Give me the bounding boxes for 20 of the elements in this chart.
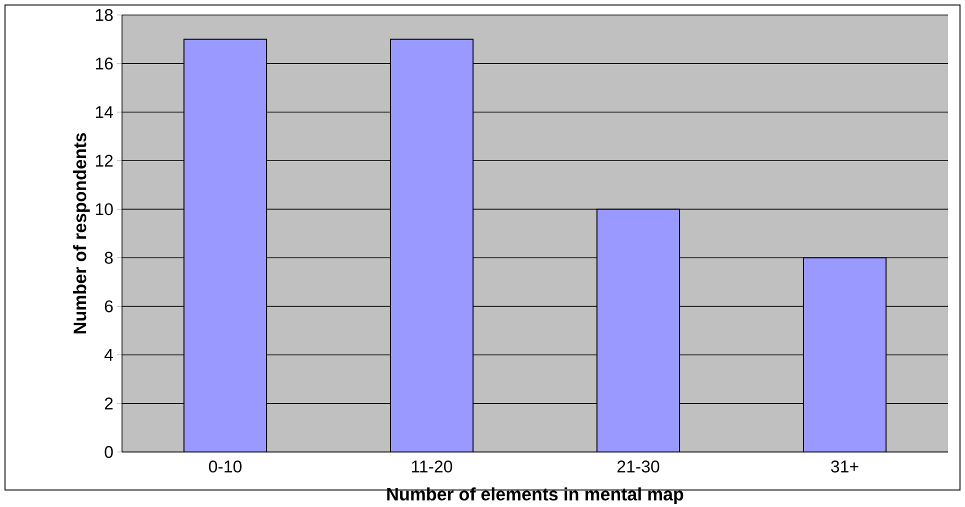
x-tick-label: 31+	[831, 460, 858, 472]
x-tick-label: 0-10	[208, 460, 242, 472]
y-tick-label: 6	[104, 300, 113, 312]
x-tick-label: 11-20	[412, 460, 452, 472]
bar	[183, 38, 268, 452]
bar	[802, 257, 887, 452]
y-tick-label: 10	[96, 203, 113, 216]
y-tick-label: 8	[104, 252, 113, 264]
bar	[596, 208, 680, 452]
y-tick-label: 12	[96, 154, 113, 166]
x-tick-label: 21-30	[617, 460, 660, 472]
y-tick-label: 18	[96, 8, 113, 21]
bar	[390, 38, 474, 452]
y-tick-label: 14	[96, 106, 113, 118]
y-tick-label: 4	[104, 348, 113, 361]
y-axis-title: Number of respondents	[73, 132, 90, 334]
x-axis-title: Number of elements in mental map	[387, 487, 684, 504]
y-tick-label: 2	[104, 397, 113, 410]
y-tick-label: 16	[96, 57, 113, 70]
y-tick-label: 0	[104, 446, 113, 458]
